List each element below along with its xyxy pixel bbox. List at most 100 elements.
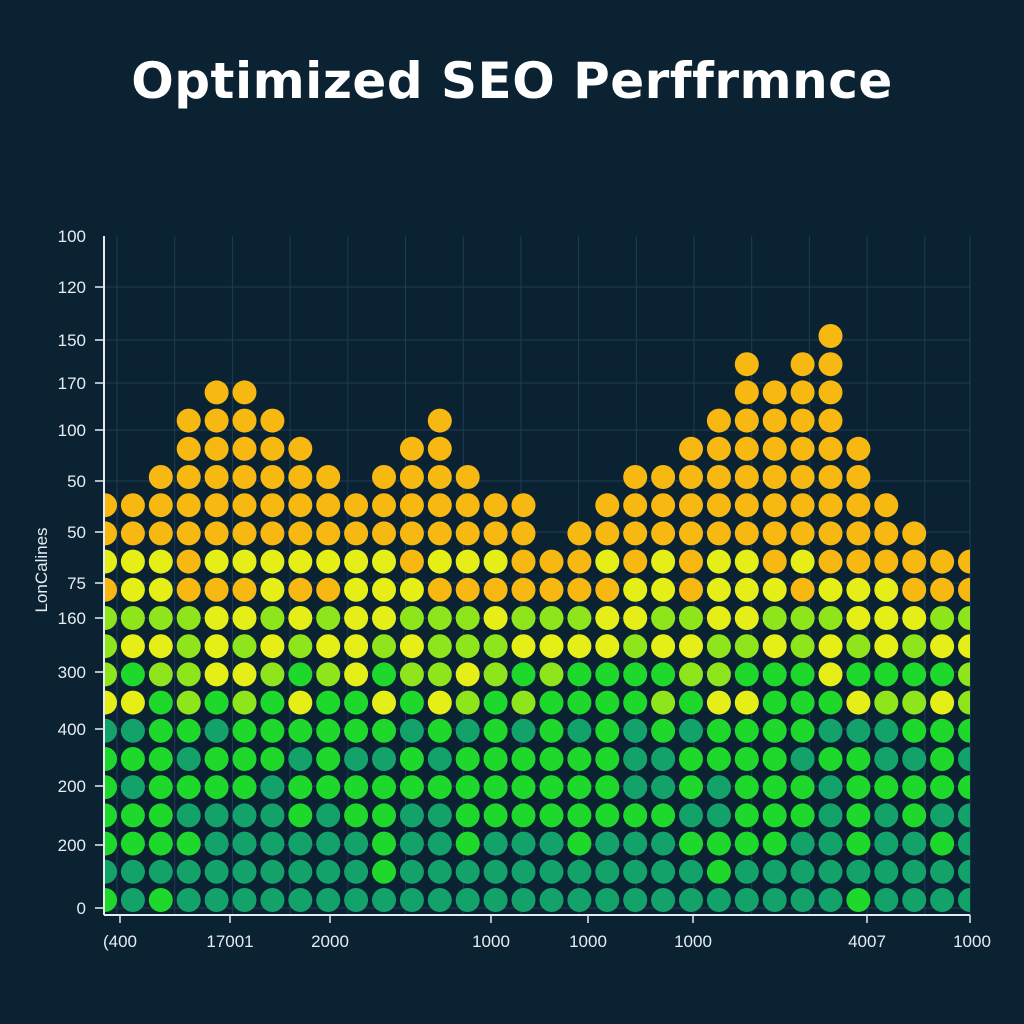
dot — [762, 747, 787, 771]
dot — [679, 465, 703, 489]
dot — [734, 549, 759, 574]
dot — [260, 859, 285, 884]
dot — [930, 747, 955, 771]
dot — [455, 859, 480, 884]
dot — [679, 521, 703, 546]
dot — [930, 888, 955, 912]
dot — [930, 577, 955, 602]
dot — [734, 493, 759, 518]
dot — [511, 775, 536, 800]
dot — [623, 803, 648, 828]
dot — [846, 803, 871, 828]
dot — [651, 634, 676, 659]
dot — [176, 606, 201, 630]
dot — [204, 521, 229, 546]
dot — [706, 718, 731, 743]
dot — [372, 521, 396, 546]
dot — [204, 888, 229, 912]
dot — [790, 352, 815, 377]
dot — [483, 775, 508, 800]
dot — [232, 775, 257, 800]
dot — [818, 577, 843, 602]
dot — [567, 606, 592, 630]
dot — [120, 606, 145, 630]
dot — [762, 521, 787, 546]
dot — [734, 747, 759, 771]
dot — [846, 549, 871, 574]
dot — [176, 408, 201, 433]
dot — [288, 577, 313, 602]
dot — [148, 888, 173, 912]
dot — [874, 577, 899, 602]
y-tick-label: 170 — [58, 374, 86, 393]
dot — [930, 718, 955, 743]
dot — [204, 436, 229, 461]
dot — [567, 775, 592, 800]
dot — [204, 747, 229, 771]
dot — [790, 436, 815, 461]
dot — [399, 465, 424, 489]
dot — [455, 690, 480, 715]
dot — [148, 493, 173, 518]
y-tick-label: 400 — [58, 720, 86, 739]
dot — [902, 521, 927, 546]
dot — [344, 831, 369, 856]
dot — [427, 493, 452, 518]
dot — [874, 831, 899, 856]
dot — [846, 493, 871, 518]
chart-title: Optimized SEO Perffrmnce — [131, 52, 893, 110]
dot — [176, 803, 201, 828]
dot — [734, 606, 759, 630]
dot — [539, 634, 564, 659]
dot — [372, 803, 396, 828]
dot — [762, 888, 787, 912]
dot — [316, 577, 341, 602]
dot — [104, 888, 117, 912]
dot — [344, 577, 369, 602]
dot — [567, 662, 592, 687]
dot — [902, 662, 927, 687]
dot — [734, 888, 759, 912]
dot — [930, 831, 955, 856]
dot — [427, 549, 452, 574]
dot — [372, 859, 396, 884]
dot — [288, 549, 313, 574]
dot — [483, 690, 508, 715]
dot — [260, 577, 285, 602]
dot — [539, 859, 564, 884]
dot — [623, 747, 648, 771]
y-tick-label: 75 — [67, 574, 86, 593]
dot — [762, 859, 787, 884]
dot — [958, 690, 970, 715]
dot — [455, 549, 480, 574]
dot — [288, 436, 313, 461]
y-tick-label: 50 — [67, 523, 86, 542]
dot — [651, 747, 676, 771]
dot — [455, 662, 480, 687]
dot — [232, 521, 257, 546]
dot — [762, 380, 787, 405]
dot — [818, 662, 843, 687]
dot — [651, 549, 676, 574]
dot — [288, 831, 313, 856]
dot — [399, 577, 424, 602]
dot — [104, 859, 117, 884]
dot — [846, 634, 871, 659]
y-tick-label: 300 — [58, 663, 86, 682]
dot — [902, 747, 927, 771]
dot — [104, 747, 117, 771]
dot — [930, 859, 955, 884]
dot — [734, 521, 759, 546]
dot — [651, 690, 676, 715]
dot — [427, 577, 452, 602]
dot — [260, 521, 285, 546]
dot — [651, 577, 676, 602]
dot — [679, 634, 703, 659]
dot — [846, 859, 871, 884]
dot — [595, 831, 620, 856]
dot — [706, 775, 731, 800]
dot — [483, 493, 508, 518]
dot — [595, 859, 620, 884]
y-tick-label: 200 — [58, 777, 86, 796]
dot — [316, 634, 341, 659]
